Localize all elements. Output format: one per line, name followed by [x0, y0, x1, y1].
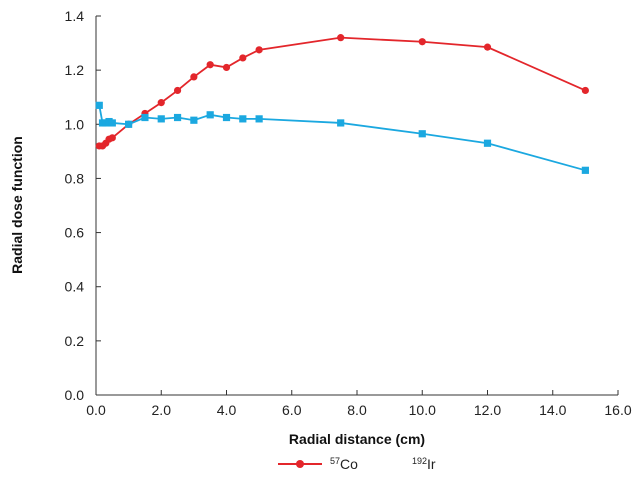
data-point-57co	[418, 38, 426, 46]
data-point-192ir	[337, 119, 345, 127]
data-point-57co	[239, 54, 247, 62]
data-point-192ir	[190, 116, 198, 124]
x-axis-title: Radial distance (cm)	[289, 431, 425, 447]
data-point-57co	[337, 34, 345, 42]
data-point-192ir	[483, 139, 492, 147]
x-tick-label: 12.0	[474, 402, 501, 418]
legend-base-57co: Co	[340, 456, 358, 472]
data-point-192ir	[418, 130, 426, 138]
x-ticks: 0.0 2.0 4.0 6.0 8.0 10.0 12.0 14.0 16.0	[86, 390, 632, 418]
x-tick-label: 2.0	[152, 402, 172, 418]
y-tick-label: 0.0	[65, 387, 85, 403]
data-point-57co	[157, 99, 165, 107]
x-tick-label: 8.0	[347, 402, 367, 418]
legend-base-192ir: Ir	[427, 456, 436, 472]
x-tick-label: 0.0	[86, 402, 106, 418]
data-point-57co	[222, 63, 231, 72]
data-point-192ir	[222, 113, 231, 122]
series-line-57co	[99, 36, 586, 147]
x-tick-label: 10.0	[409, 402, 436, 418]
legend: 57Co 192Ir	[278, 456, 436, 472]
legend-label-57co: 57Co	[330, 456, 358, 472]
y-tick-label: 1.4	[65, 8, 85, 24]
series-layer	[95, 34, 589, 174]
y-tick-label: 1.0	[65, 116, 85, 132]
legend-item-57co: 57Co	[278, 456, 358, 472]
series-line-192ir	[98, 105, 586, 172]
x-tick-label: 16.0	[604, 402, 631, 418]
legend-sup-192ir: 192	[412, 456, 427, 466]
data-point-57co	[581, 86, 589, 95]
data-point-57co	[108, 134, 116, 142]
y-axis-title: Radial dose function	[9, 136, 25, 274]
data-point-57co	[190, 73, 198, 81]
legend-sup-57co: 57	[330, 456, 340, 466]
legend-marker-57co	[296, 460, 304, 468]
x-tick-label: 6.0	[282, 402, 302, 418]
y-tick-label: 1.2	[65, 62, 85, 78]
data-point-192ir	[239, 115, 247, 123]
data-point-57co	[483, 43, 492, 51]
data-point-192ir	[157, 115, 165, 123]
data-point-192ir	[581, 166, 589, 174]
data-point-192ir	[255, 115, 263, 123]
x-tick-label: 4.0	[217, 402, 237, 418]
x-tick-label: 14.0	[539, 402, 566, 418]
axes	[95, 16, 618, 396]
data-point-192ir	[141, 113, 149, 122]
y-ticks: 0.0 0.2 0.4 0.6 0.8 1.0 1.2 1.4	[65, 8, 101, 403]
legend-item-192ir: 192Ir	[412, 456, 436, 472]
data-point-192ir	[173, 113, 182, 122]
data-point-57co	[173, 86, 182, 95]
data-point-192ir	[125, 120, 133, 128]
data-point-57co	[206, 61, 214, 69]
data-point-57co	[255, 46, 263, 54]
data-point-192ir	[206, 111, 214, 119]
y-tick-label: 0.2	[65, 333, 85, 349]
data-point-192ir	[95, 101, 103, 109]
y-tick-label: 0.4	[65, 279, 85, 295]
y-tick-label: 0.8	[65, 170, 85, 186]
data-point-192ir	[108, 119, 116, 127]
legend-label-192ir: 192Ir	[412, 456, 436, 472]
y-tick-label: 0.6	[65, 225, 85, 241]
